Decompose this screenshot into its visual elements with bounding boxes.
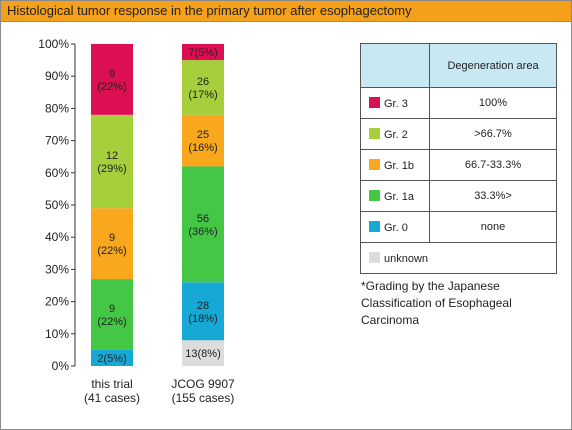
legend-grade-label: unknown (384, 252, 429, 265)
bar-data-label: 2(5%) (97, 353, 126, 365)
legend-grade-label: Gr. 1a (384, 190, 414, 203)
y-tick-label: 100% (38, 37, 69, 51)
gr1a-swatch (369, 189, 380, 201)
legend-grade-label: Gr. 2 (384, 128, 408, 141)
y-tick-label: 70% (45, 134, 69, 148)
gr1b-swatch (369, 158, 380, 170)
bar-segment (91, 114, 133, 209)
legend-header-row: Degeneration area (360, 43, 557, 88)
y-tick-label: 20% (45, 295, 69, 309)
grading-footnote: *Grading by the Japanese Classification … (361, 279, 512, 327)
stacked-bar-chart: 0% 10% 20% 30% 40% 50% 60% 70% 80% 90% 100% 2(5%) 9(… (38, 37, 235, 405)
gr2-swatch (369, 127, 380, 139)
bar-segment (182, 282, 224, 341)
grade-legend-table: Degeneration area Gr. 3 100% Gr. 2 >66.7… (360, 43, 557, 274)
bar-data-label: 28 (18%) (188, 300, 217, 325)
y-tick-label: 0% (52, 359, 70, 373)
bar-segment (91, 279, 133, 350)
bar-segment (182, 340, 224, 366)
bar-data-label: 12 (29%) (97, 150, 126, 175)
unknown-swatch (369, 251, 380, 263)
bar-segment (182, 114, 224, 167)
title-bar: Histological tumor response in the prima… (1, 1, 571, 22)
gr3-swatch (369, 96, 380, 108)
legend-row-unknown: unknown (360, 242, 557, 274)
legend-row-gr3: Gr. 3 100% (360, 87, 557, 119)
y-tick-label: 90% (45, 69, 69, 83)
bar-segment (182, 44, 224, 61)
bar-segment (91, 208, 133, 280)
y-tick-label: 80% (45, 101, 69, 115)
bar-data-label: 26 (17%) (188, 76, 217, 101)
legend-row-gr1a: Gr. 1a 33.3%> (360, 180, 557, 212)
legend-grade-label: Gr. 3 (384, 97, 408, 110)
bar-data-label: 56 (36%) (188, 213, 217, 238)
bar-data-label: 25 (16%) (188, 129, 217, 154)
legend-area-value: 66.7-33.3% (429, 149, 557, 181)
bar-data-label: 7(5%) (188, 47, 217, 59)
legend-area-value: 33.3%> (429, 180, 557, 212)
legend-header-degeneration: Degeneration area (429, 43, 557, 88)
bar-segment (91, 349, 133, 366)
legend-row-gr0: Gr. 0 none (360, 211, 557, 243)
y-tick-label: 10% (45, 327, 69, 341)
y-tick-label: 30% (45, 262, 69, 276)
legend-header-blank (360, 43, 430, 88)
legend-grade-label: Gr. 1b (384, 159, 414, 172)
bar-data-label: 9 (22%) (97, 232, 126, 257)
bar-segment (182, 166, 224, 283)
bar-segment (91, 44, 133, 115)
bar-data-label: 13(8%) (185, 348, 220, 360)
x-category-label: JCOG 9907 (155 cases) (171, 377, 235, 405)
legend-grade-label: Gr. 0 (384, 221, 408, 234)
gr0-swatch (369, 220, 380, 232)
y-tick-label: 60% (45, 166, 69, 180)
bar-segment (182, 60, 224, 115)
bar-data-label: 9 (22%) (97, 303, 126, 328)
legend-area-value: >66.7% (429, 118, 557, 150)
legend-area-value: none (429, 211, 557, 243)
y-tick-label: 40% (45, 230, 69, 244)
legend-area-value: 100% (429, 87, 557, 119)
chart-title: Histological tumor response in the prima… (7, 3, 412, 18)
y-tick-label: 50% (45, 198, 69, 212)
bar-data-label: 9 (22%) (97, 68, 126, 93)
legend-row-gr2: Gr. 2 >66.7% (360, 118, 557, 150)
x-category-label: this trial (41 cases) (84, 377, 140, 405)
legend-row-gr1b: Gr. 1b 66.7-33.3% (360, 149, 557, 181)
